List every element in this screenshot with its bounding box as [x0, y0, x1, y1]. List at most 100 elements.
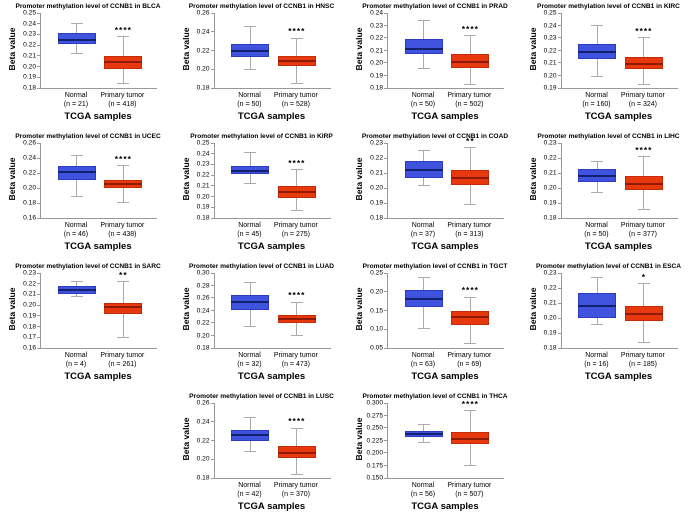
group-count: (n = 313) [455, 230, 484, 238]
y-tick-label: 0.25 [196, 139, 210, 147]
significance-stars: ** [119, 269, 128, 280]
panel-coad: Promoter methylation level of CCNB1 in C… [347, 130, 520, 260]
y-tick-mark [384, 272, 388, 274]
y-axis-label: Beta value [180, 417, 191, 461]
y-tick-mark [37, 293, 41, 295]
group-count: (n = 528) [281, 100, 310, 108]
group-labels: Normal (n = 16) Primary tumor (n = 185) [561, 352, 677, 370]
y-tick-mark [37, 23, 41, 25]
panel-title: Promoter methylation level of CCNB1 in K… [537, 3, 680, 10]
group-label-normal: Normal (n = 160) [556, 92, 636, 109]
x-axis-label: TCGA samples [411, 371, 479, 382]
panel-title: Promoter methylation level of CCNB1 in L… [189, 393, 334, 400]
y-tick-mark [557, 217, 562, 219]
y-tick-label: 0.22 [196, 319, 210, 327]
significance-stars: **** [461, 398, 479, 409]
normal-whisker-cap-top [591, 160, 604, 162]
group-name: Normal [411, 222, 435, 229]
y-tick-label: 0.175 [366, 462, 383, 469]
y-tick-mark [384, 452, 388, 454]
y-tick-mark [384, 310, 388, 311]
y-tick-mark [384, 402, 388, 404]
tumor-whisker-cap-bottom [637, 341, 650, 343]
group-label-tumor: Primary tumor (n = 185) [603, 352, 683, 369]
y-tick-label: 0.18 [23, 323, 36, 331]
group-count: (n = 160) [582, 100, 611, 108]
y-tick-label: 0.22 [543, 154, 557, 162]
median-line [624, 312, 663, 315]
y-tick-mark [210, 272, 215, 274]
tumor-whisker-cap-bottom [117, 201, 130, 203]
y-axis-label: Beta value [180, 287, 191, 331]
y-tick-label: 0.21 [23, 290, 36, 298]
tumor-whisker-cap-bottom [637, 208, 650, 210]
group-label-tumor: Primary tumor (n = 377) [603, 222, 683, 239]
significance-stars: **** [635, 25, 653, 36]
y-tick-label: 0.20 [196, 193, 210, 201]
y-tick-mark [37, 55, 41, 57]
y-tick-mark [37, 304, 41, 306]
group-label-tumor: Primary tumor (n = 502) [429, 92, 509, 109]
y-tick-mark [384, 37, 388, 39]
y-tick-mark [210, 440, 215, 441]
y-axis-label: Beta value [354, 27, 364, 71]
group-name: Normal [238, 92, 261, 99]
y-tick-mark [210, 458, 215, 460]
y-tick-label: 0.23 [543, 34, 557, 42]
y-tick-mark [37, 172, 41, 174]
y-tick-mark [384, 172, 388, 174]
y-tick-label: 0.18 [23, 199, 36, 207]
tumor-whisker-cap-top [290, 427, 303, 429]
y-tick-label: 0.19 [543, 84, 557, 92]
y-tick-mark [384, 414, 388, 416]
y-axis-label: Beta value [180, 157, 191, 201]
plot-area: 0.23 0.22 0.21 0.20 0.19 0.18 0.17 0.16 ** [23, 269, 157, 352]
group-count: (n = 56) [410, 490, 436, 498]
panel-title: Promoter methylation level of CCNB1 in L… [188, 263, 335, 270]
y-tick-mark [210, 477, 215, 479]
y-tick-mark [384, 440, 388, 441]
y-tick-mark [37, 33, 41, 35]
y-tick-label: 0.18 [196, 474, 210, 482]
y-tick-mark [384, 157, 388, 159]
y-tick-label: 0.21 [23, 52, 36, 60]
normal-whisker-cap-bottom [70, 53, 83, 55]
y-tick-mark [384, 24, 388, 26]
y-tick-label: 0.20 [370, 288, 383, 296]
y-tick-mark [210, 297, 215, 299]
y-tick-mark [37, 315, 41, 317]
y-tick-mark [37, 187, 41, 189]
y-tick-label: 0.20 [543, 184, 557, 192]
median-line [277, 451, 316, 454]
y-tick-mark [37, 157, 41, 159]
y-tick-label: 0.18 [543, 344, 557, 352]
y-tick-label: 0.20 [370, 184, 383, 192]
group-label-normal: Normal (n = 50) [556, 222, 636, 239]
tumor-whisker-cap-bottom [117, 336, 130, 338]
plot-area: 0.25 0.24 0.23 0.22 0.21 0.20 0.19 0.18 **** [197, 140, 331, 222]
y-tick-label: 0.23 [196, 160, 210, 168]
y-tick-mark [37, 202, 41, 204]
y-tick-mark [384, 62, 388, 64]
y-tick-label: 0.22 [23, 169, 36, 177]
y-axis-label: Beta value [527, 27, 538, 71]
group-labels: Normal (n = 63) Primary tumor (n = 69) [387, 352, 503, 370]
y-axis-label: Beta value [527, 157, 538, 201]
y-tick-label: 0.24 [196, 150, 210, 158]
group-count: (n = 32) [237, 360, 262, 368]
y-tick-label: 0.18 [23, 84, 36, 92]
panel-title: Promoter methylation level of CCNB1 in T… [362, 263, 508, 270]
normal-whisker-cap-top [591, 24, 604, 26]
group-name: Primary tumor [273, 92, 318, 99]
group-label-tumor: Primary tumor (n = 473) [256, 352, 336, 369]
y-tick-mark [384, 427, 388, 429]
group-count: (n = 42) [237, 490, 262, 498]
group-labels: Normal (n = 46) Primary tumor (n = 438) [40, 222, 156, 240]
y-tick-label: 0.20 [23, 63, 36, 71]
x-axis-label: TCGA samples [64, 241, 132, 252]
y-tick-label: 0.275 [366, 412, 383, 419]
tumor-box [451, 431, 490, 444]
group-name: Primary tumor [620, 352, 665, 359]
normal-whisker-cap-top [417, 20, 430, 21]
panel-luad: Promoter methylation level of CCNB1 in L… [174, 260, 347, 390]
